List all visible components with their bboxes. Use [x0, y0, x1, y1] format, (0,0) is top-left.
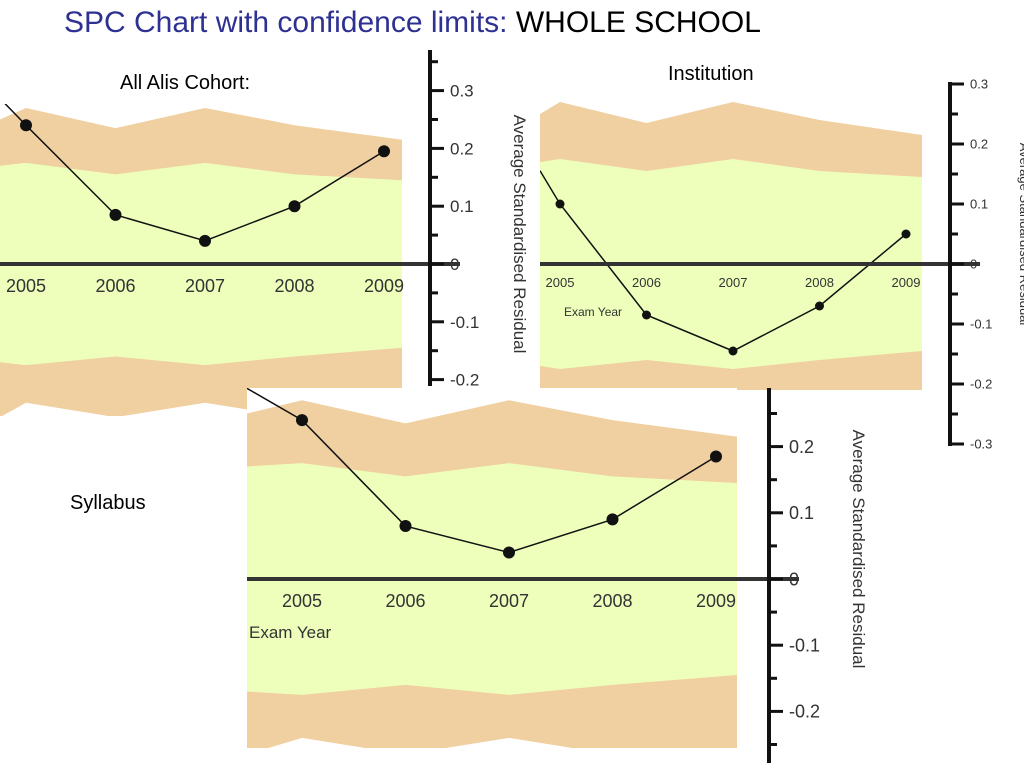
series-line: [247, 388, 717, 554]
institution-label: Institution: [668, 63, 754, 85]
y-tick-label: 0.2: [789, 437, 814, 457]
data-point: [199, 234, 211, 247]
series-line: [4, 104, 385, 242]
x-tick-label: 2008: [592, 591, 632, 611]
x-tick-label: 2009: [892, 275, 921, 290]
x-tick-label: 2009: [696, 591, 736, 611]
institution-chart: 2005 2006 2007 2008 2009 Exam Year 0.3 0.2 0.1 0 -…: [540, 70, 1024, 460]
data-point: [606, 513, 619, 526]
y-tick-label: -0.2: [450, 371, 479, 390]
series-line: [540, 170, 907, 352]
y-tick-label: 0.3: [450, 82, 474, 101]
data-point: [296, 414, 308, 427]
y-axis-label: Average Standardised Residual: [1017, 143, 1024, 326]
plot-area: [0, 104, 402, 416]
data-point: [109, 208, 122, 221]
data-point: [642, 310, 651, 320]
y-tick-label: -0.3: [970, 437, 992, 452]
title-scope: WHOLE SCHOOL: [515, 6, 761, 39]
y-tick-label: 0.1: [970, 197, 988, 212]
y-tick-label: 0: [789, 569, 799, 589]
syllabus-label: Syllabus: [70, 492, 146, 514]
y-tick-label: -0.1: [970, 317, 992, 332]
data-point: [503, 546, 515, 559]
syllabus-chart: 2005 2006 2007 2008 2009 Exam Year 0.2 0.1 0 -0.1…: [247, 388, 887, 768]
title-main: SPC Chart with confidence limits:: [64, 6, 508, 39]
y-tick-label: -0.1: [450, 313, 479, 332]
y-tick-label: -0.2: [970, 377, 992, 392]
chart-svg: 2005 2006 2007 2008 2009 Exam Year 0.2 0.1 0 -0.1…: [247, 388, 868, 763]
x-tick-label: 2005: [6, 276, 46, 296]
data-point: [399, 520, 412, 533]
page-title: SPC Chart with confidence limits: WHOLE …: [64, 6, 761, 40]
data-point: [728, 346, 738, 356]
data-point: [815, 301, 824, 311]
x-tick-label: 2007: [185, 276, 225, 296]
x-axis-label: Exam Year: [564, 305, 622, 319]
x-tick-label: 2006: [385, 591, 425, 611]
x-tick-label: 2008: [805, 275, 834, 290]
chart-svg: 2005 2006 2007 2008 2009 Exam Year 0.3 0.2 0.1 0 -…: [540, 77, 1024, 452]
chart-svg: 2005 2006 2007 2008 2009 0.3 0.2 0.1 0 -0.1 -0.2 Av…: [0, 50, 529, 416]
cohort-chart: 2005 2006 2007 2008 2009 0.3 0.2 0.1 0 -0.1 -0.2 Av…: [0, 46, 540, 416]
y-tick-label: 0.1: [789, 503, 814, 523]
x-tick-label: 2006: [632, 275, 661, 290]
data-point: [20, 119, 32, 132]
cohort-label: All Alis Cohort:: [120, 72, 251, 94]
x-tick-label: 2007: [719, 275, 748, 290]
y-tick-label: 0.2: [970, 137, 988, 152]
data-point: [901, 229, 911, 239]
y-axis-label: Average Standardised Residual: [849, 430, 868, 669]
plot-area: [540, 98, 922, 390]
x-tick-label: 2007: [489, 591, 529, 611]
plot-area: [247, 388, 737, 748]
x-tick-label: 2009: [364, 276, 404, 296]
y-tick-label: 0.1: [450, 197, 474, 216]
x-tick-label: 2008: [274, 276, 314, 296]
y-tick-label: -0.1: [789, 636, 820, 656]
x-axis-label: Exam Year: [249, 623, 332, 642]
data-point: [378, 145, 390, 158]
data-point: [288, 200, 301, 213]
y-tick-label: 0: [450, 255, 459, 274]
y-tick-label: 0.3: [970, 77, 988, 92]
x-tick-label: 2005: [546, 275, 575, 290]
data-point: [710, 450, 722, 463]
x-tick-label: 2005: [282, 591, 322, 611]
y-tick-label: 0: [970, 257, 977, 272]
y-tick-label: -0.2: [789, 702, 820, 722]
y-tick-label: 0.2: [450, 139, 474, 158]
y-axis-label: Average Standardised Residual: [510, 115, 529, 354]
x-tick-label: 2006: [95, 276, 135, 296]
data-point: [555, 199, 565, 209]
